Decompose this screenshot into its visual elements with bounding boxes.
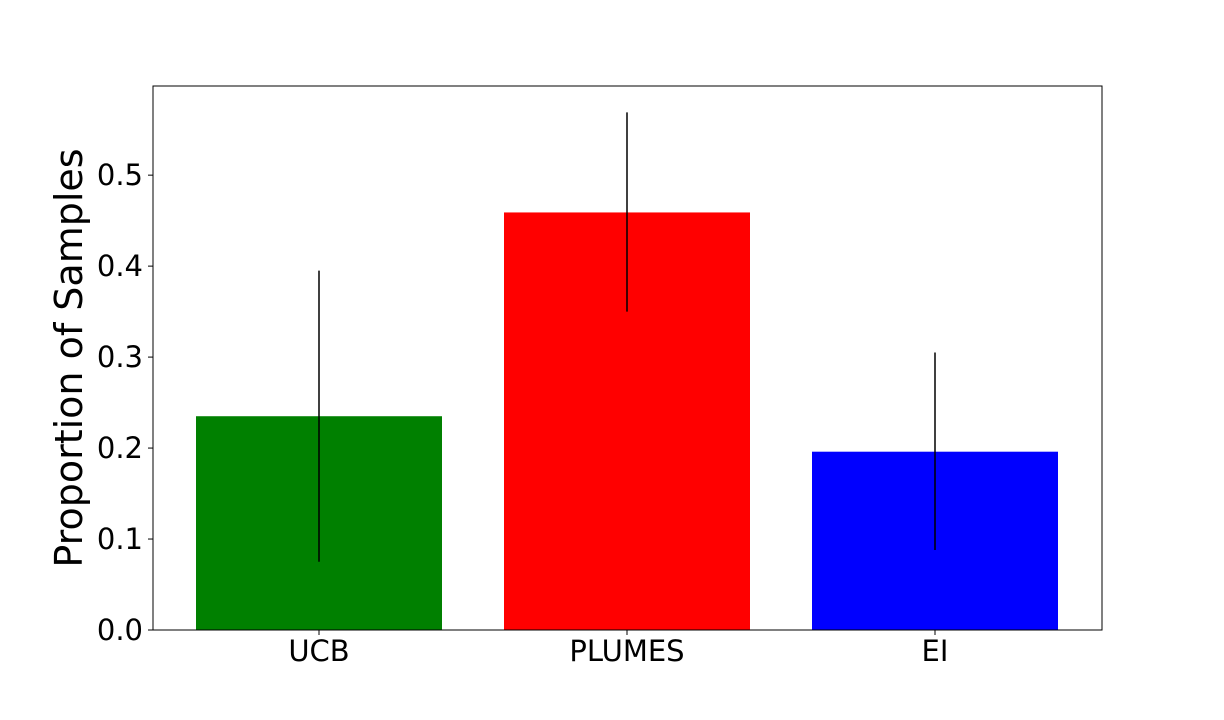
y-tick-label: 0.3 [97, 340, 143, 374]
y-tick-label: 0.0 [97, 613, 143, 647]
error-bars-layer [318, 112, 936, 562]
x-axis: UCB PLUMES EI [288, 630, 948, 668]
y-axis-title: Proportion of Samples [47, 148, 91, 567]
x-tick-label: UCB [288, 634, 349, 668]
y-tick-label: 0.1 [97, 522, 143, 556]
x-tick-label: EI [922, 634, 949, 668]
x-tick-label: PLUMES [569, 634, 684, 668]
y-tick-label: 0.5 [97, 158, 143, 192]
y-axis: 0.0 0.1 0.2 0.3 0.4 0.5 [97, 158, 153, 647]
y-tick-label: 0.2 [97, 431, 143, 465]
y-tick-label: 0.4 [97, 249, 143, 283]
